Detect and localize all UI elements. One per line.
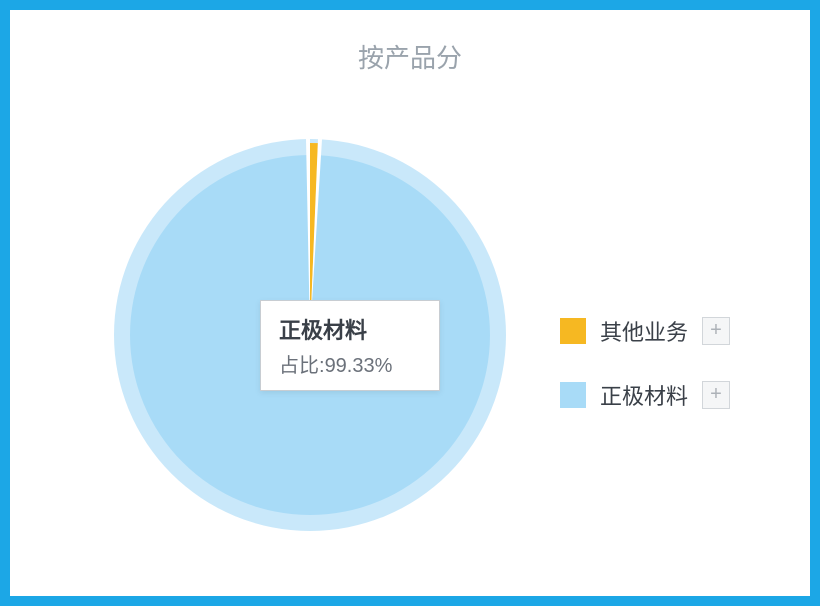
expand-button[interactable]: + <box>702 317 730 345</box>
tooltip-ratio-value: 99.33% <box>325 355 393 377</box>
chart-area: 正极材料 占比:99.33% 其他业务 + 正极材料 + <box>40 115 780 595</box>
legend-label: 其他业务 <box>600 315 688 347</box>
tooltip: 正极材料 占比:99.33% <box>260 300 440 391</box>
expand-button[interactable]: + <box>702 381 730 409</box>
legend-swatch <box>560 318 586 344</box>
legend-item-other: 其他业务 + <box>560 315 730 347</box>
tooltip-ratio: 占比:99.33% <box>279 349 421 378</box>
chart-title: 按产品分 <box>40 38 780 75</box>
tooltip-ratio-label: 占比: <box>279 355 325 377</box>
chart-container: 按产品分 正极材料 占比:99.33% <box>0 0 820 606</box>
legend-swatch <box>560 382 586 408</box>
pie-chart: 正极材料 占比:99.33% <box>110 135 510 535</box>
legend-item-cathode: 正极材料 + <box>560 379 730 411</box>
tooltip-name: 正极材料 <box>279 313 421 345</box>
legend: 其他业务 + 正极材料 + <box>560 315 730 411</box>
legend-label: 正极材料 <box>600 379 688 411</box>
